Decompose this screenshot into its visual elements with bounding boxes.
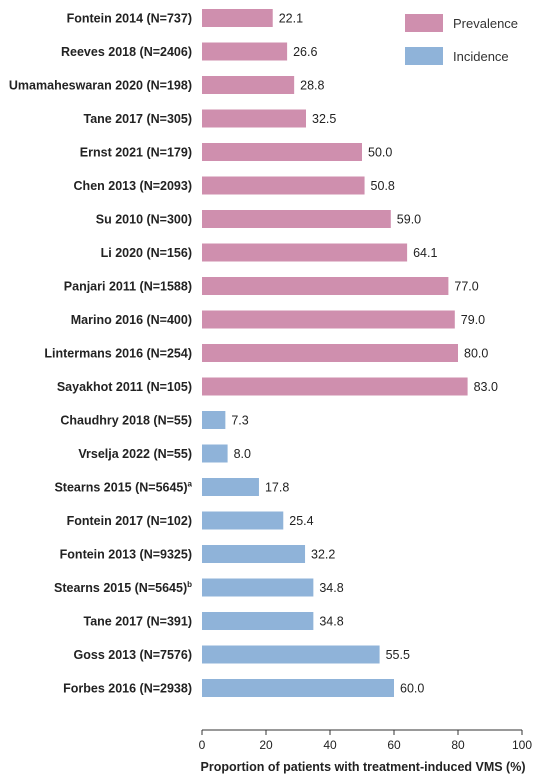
- value-labels: 22.1 26.6 28.8 32.5 50.0 50.8 59.0 64.1 77.0 79.0…: [231, 12, 498, 696]
- value-label: 80.0: [464, 347, 488, 361]
- category-label: Stearns 2015 (N=5645)a: [54, 480, 192, 495]
- value-label: 50.0: [368, 146, 392, 160]
- value-label: 50.8: [371, 179, 395, 193]
- value-label: 32.2: [311, 548, 335, 562]
- legend: Prevalence Incidence: [405, 14, 518, 65]
- bar: [202, 310, 455, 329]
- bar: [202, 277, 449, 295]
- value-label: 7.3: [231, 414, 248, 428]
- value-label: 34.8: [319, 581, 343, 595]
- bar: [202, 109, 306, 128]
- category-label: Goss 2013 (N=7576): [74, 648, 192, 662]
- x-tick-label: 60: [387, 738, 401, 752]
- category-labels: Fontein 2014 (N=737) Reeves 2018 (N=2406)…: [9, 12, 193, 696]
- value-label: 55.5: [386, 648, 410, 662]
- bar: [202, 176, 365, 195]
- category-label: Fontein 2014 (N=737): [67, 12, 192, 26]
- bar: [202, 210, 391, 228]
- bar: [202, 143, 362, 161]
- x-tick-label: 20: [259, 738, 273, 752]
- x-tick-label: 80: [451, 738, 465, 752]
- category-label: Fontein 2017 (N=102): [67, 514, 192, 528]
- bar: [202, 578, 314, 597]
- legend-swatch: [405, 47, 443, 65]
- category-label: Vrselja 2022 (N=55): [78, 447, 192, 461]
- x-tick-label: 100: [512, 738, 532, 752]
- x-axis: 0 20 40 60 80 100: [199, 729, 532, 752]
- legend-label: Incidence: [453, 49, 509, 64]
- legend-swatch: [405, 14, 443, 32]
- value-label: 59.0: [397, 213, 421, 227]
- value-label: 60.0: [400, 682, 424, 696]
- value-label: 17.8: [265, 481, 289, 495]
- legend-label: Prevalence: [453, 16, 518, 31]
- category-label: Lintermans 2016 (N=254): [44, 347, 192, 361]
- bar: [202, 478, 259, 496]
- category-label: Umamaheswaran 2020 (N=198): [9, 79, 192, 93]
- bar: [202, 645, 380, 664]
- x-axis-title: Proportion of patients with treatment-in…: [201, 760, 526, 774]
- bar: [202, 545, 306, 563]
- category-label: Forbes 2016 (N=2938): [63, 682, 192, 696]
- value-label: 64.1: [413, 246, 437, 260]
- category-label: Chaudhry 2018 (N=55): [60, 414, 192, 428]
- category-label: Fontein 2013 (N=9325): [60, 548, 192, 562]
- value-label: 32.5: [312, 112, 336, 126]
- bar: [202, 9, 273, 27]
- bar: [202, 243, 408, 262]
- bar: [202, 444, 228, 463]
- x-tick-label: 40: [323, 738, 337, 752]
- bar: [202, 377, 468, 396]
- category-label: Marino 2016 (N=400): [71, 313, 192, 327]
- value-label: 25.4: [289, 514, 313, 528]
- value-label: 22.1: [279, 12, 303, 26]
- value-label: 34.8: [319, 615, 343, 629]
- category-label: Reeves 2018 (N=2406): [61, 45, 192, 59]
- value-label: 77.0: [454, 280, 478, 294]
- bars-layer: [202, 9, 468, 697]
- bar: [202, 42, 288, 61]
- bar: [202, 344, 458, 362]
- category-label: Su 2010 (N=300): [96, 213, 192, 227]
- value-label: 83.0: [474, 380, 498, 394]
- x-tick-label: 0: [199, 738, 206, 752]
- category-label: Panjari 2011 (N=1588): [64, 280, 192, 294]
- category-label: Ernst 2021 (N=179): [80, 146, 192, 160]
- category-label: Li 2020 (N=156): [101, 246, 192, 260]
- bar: [202, 612, 314, 630]
- bar: [202, 411, 226, 429]
- category-label: Sayakhot 2011 (N=105): [57, 380, 192, 394]
- bar: [202, 76, 295, 94]
- bar: [202, 679, 394, 697]
- category-label: Chen 2013 (N=2093): [74, 179, 192, 193]
- value-label: 26.6: [293, 45, 317, 59]
- category-label: Stearns 2015 (N=5645)b: [54, 580, 192, 595]
- bar: [202, 511, 284, 530]
- category-label: Tane 2017 (N=305): [83, 112, 192, 126]
- value-label: 28.8: [300, 79, 324, 93]
- value-label: 79.0: [461, 313, 485, 327]
- value-label: 8.0: [234, 447, 251, 461]
- category-label: Tane 2017 (N=391): [83, 615, 192, 629]
